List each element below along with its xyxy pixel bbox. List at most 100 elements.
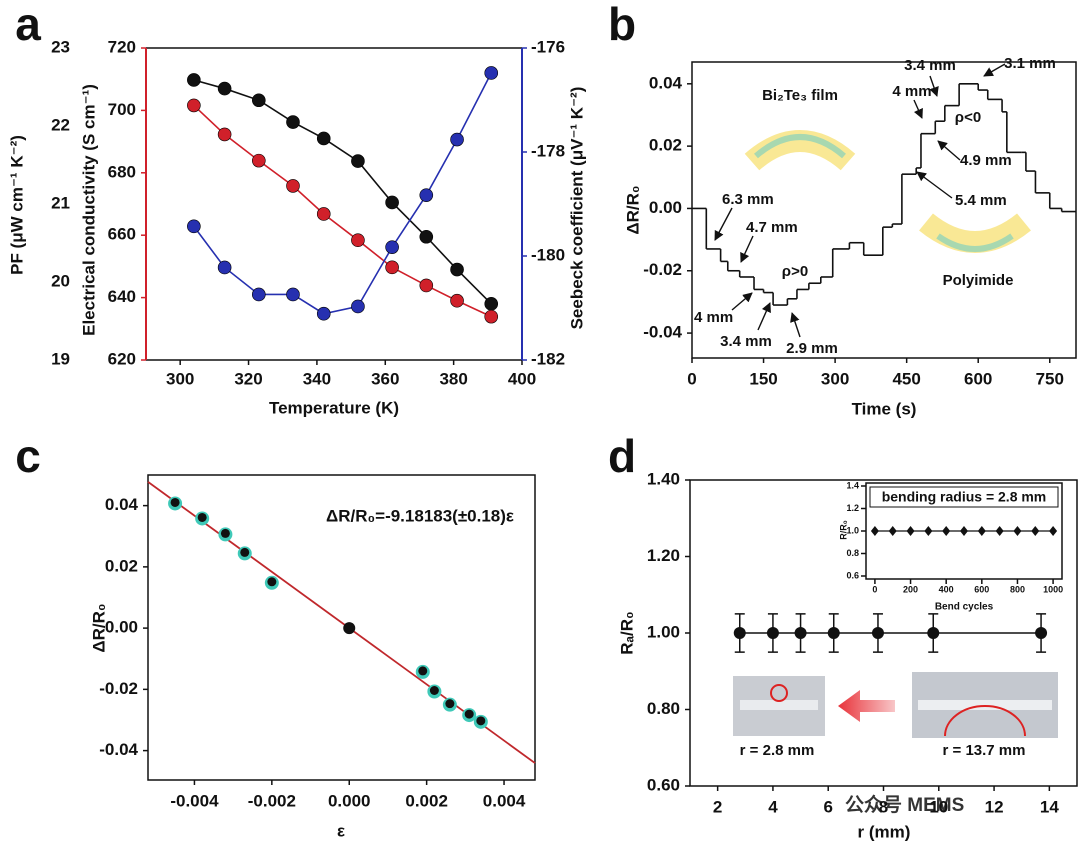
x-tick-label: 600 [974,584,989,594]
data-point [168,496,183,511]
data-point [419,229,434,244]
point-core [476,716,486,726]
data-point [419,188,434,202]
x-tick-label: 6 [823,797,832,816]
data-point [385,240,399,254]
x-axis-label: r (mm) [858,822,911,841]
data-point [766,627,779,639]
point-core [344,622,354,632]
x-tick-label: 380 [439,369,467,388]
y-tick-label: 0.6 [846,570,859,580]
annotation: 2.9 mm [786,340,838,357]
y-tick-label: 20 [51,271,70,290]
data-point [871,627,884,639]
annotation: Polyimide [943,272,1014,289]
x-tick-label: -0.004 [170,791,219,810]
annotation: 5.4 mm [955,192,1007,209]
y-tick-label: -180 [531,245,565,264]
x-tick-label: 200 [903,584,918,594]
x-tick-label: 600 [964,369,992,388]
data-point [351,299,365,314]
x-axis-label: Time (s) [852,399,917,418]
data-point [251,287,266,302]
data-point [442,697,457,712]
y-tick-label: 1.2 [846,503,859,513]
data-point [218,527,233,542]
annotation: 4 mm [694,309,733,326]
series-line [193,72,492,315]
data-point [187,219,201,234]
point-core [220,528,230,538]
data-point [450,132,464,147]
y-tick-label: 21 [51,193,70,212]
y-tick-label: 0.80 [647,699,680,718]
x-axis-label: Temperature (K) [269,398,399,417]
axis-label: ΔR/R₀ [89,603,108,652]
point-core [464,709,474,719]
data-point [343,622,356,635]
x-tick-label: 12 [985,797,1004,816]
inset-title-box [869,486,1059,508]
x-tick-label: 0.000 [328,791,371,810]
inset-title: bending radius = 2.8 mm [882,489,1047,505]
x-tick-label: 300 [166,369,194,388]
x-tick-label: 0 [872,584,877,594]
annotation-arrow [714,207,733,241]
y-tick-label: 1.40 [647,469,680,488]
inset-point [1031,526,1040,536]
y-tick-label: 1.4 [846,480,859,490]
panel-label: d [608,430,636,482]
x-tick-label: -0.002 [248,791,296,810]
panel-label: b [608,0,636,50]
y-tick-label: 1.00 [647,622,680,641]
y-tick-label: 22 [51,115,70,134]
annotation-arrow [937,140,961,161]
inset-point [942,526,951,536]
inset-point [906,526,915,536]
x-tick-label: 0 [687,369,696,388]
film-illustration [744,130,1031,253]
y-tick-label: 0.00 [105,618,138,637]
panel-label: a [15,0,41,50]
inset-point [1049,526,1058,536]
y-tick-label: -176 [531,37,565,56]
y-tick-label: 0.00 [649,198,682,217]
y-tick-label: 1.0 [846,525,859,535]
data-point [473,714,488,729]
point-core [267,577,277,587]
data-point [316,306,331,321]
x-tick-label: 300 [821,369,849,388]
photo-label: r = 13.7 mm [943,742,1026,759]
point-core [445,699,455,709]
data-point [733,627,746,639]
inset-point [960,526,968,536]
data-point [286,287,300,302]
x-tick-label: 320 [234,369,262,388]
annotation: Bi₂Te₃ film [762,87,838,104]
annotation-arrow [757,302,771,331]
y-tick-label: 0.04 [105,495,139,514]
y-tick-label: 0.04 [649,73,683,92]
data-point [927,627,940,639]
point-core [418,666,428,676]
y-tick-label: -0.04 [99,740,138,759]
inset-x-label: Bend cycles [935,602,994,613]
axis-label: Electrical conductivity (S cm⁻¹) [79,84,98,336]
data-point [827,627,840,639]
x-tick-label: 340 [303,369,331,388]
y-tick-label: -0.02 [643,260,682,279]
data-point [415,664,430,679]
y-tick-label: 0.02 [105,556,138,575]
y-tick-label: 1.20 [647,546,680,565]
axis-label: Seebeck coefficient (μV⁻¹ K⁻²) [567,87,586,330]
x-tick-label: 2 [713,797,722,816]
data-point [794,627,807,639]
data-point [217,127,232,142]
inset-point [1013,526,1022,536]
point-core [197,512,207,522]
annotation-arrow [983,63,1006,77]
photo-label: r = 2.8 mm [740,742,815,759]
